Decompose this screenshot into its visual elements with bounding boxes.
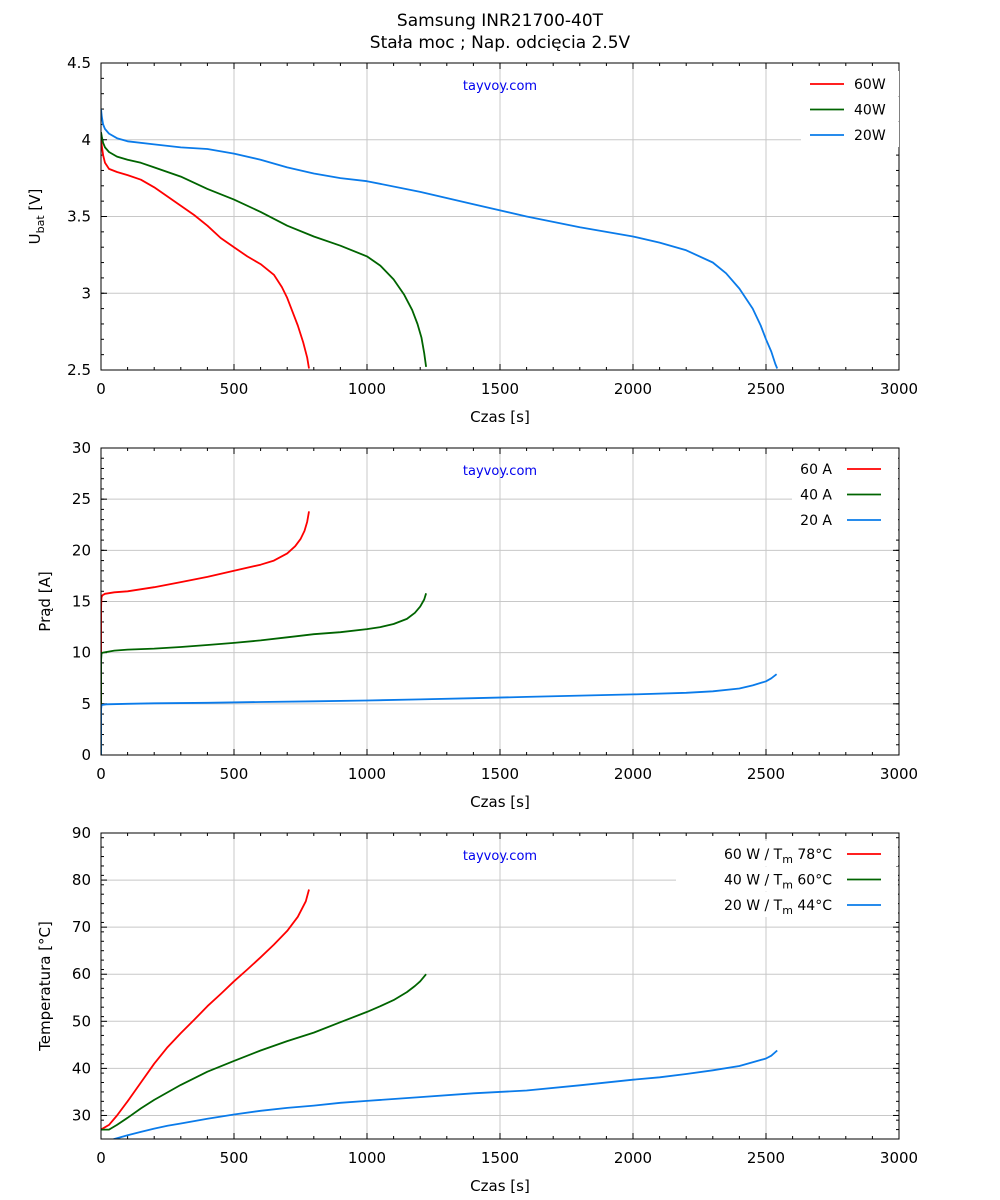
x-tick-label: 0	[96, 765, 106, 783]
chart-panel-3: 0 500 1000 1500 2000 2500 3000 30 40 50 60 70 80 90 ta…	[36, 824, 918, 1195]
legend-label: 20 A	[800, 513, 832, 529]
legend: 60W 40W 20W	[801, 71, 899, 147]
y-axis-label: Prąd [A]	[36, 571, 54, 631]
chart-title-line2: Stała moc ; Nap. odcięcia 2.5V	[370, 33, 631, 53]
x-tick-label: 1500	[481, 380, 519, 398]
series-line-1	[101, 139, 310, 369]
x-tick-label: 1000	[348, 380, 386, 398]
series-line-3	[101, 108, 779, 369]
y-tick-label: 0	[81, 746, 91, 764]
x-tick-label: 2000	[614, 380, 652, 398]
series-line-2	[101, 593, 427, 755]
x-tick-label: 2500	[747, 765, 785, 783]
y-tick-label: 2.5	[67, 361, 91, 379]
y-tick-label: 5	[81, 695, 91, 713]
legend: 60 W / Tm 78°C 40 W / Tm 60°C 20 W / Tm 44…	[676, 841, 898, 917]
plot-frame	[100, 832, 900, 1140]
legend-label: 60W	[854, 77, 886, 93]
x-tick-label: 500	[220, 380, 249, 398]
y-axis-label: Ubat [V]	[26, 189, 47, 245]
y-tick-label: 3.5	[67, 208, 91, 226]
y-axis-label: Temperatura [°C]	[36, 921, 54, 1052]
watermark-text: tayvoy.com	[463, 849, 537, 864]
y-tick-label: 50	[72, 1012, 91, 1030]
watermark-text: tayvoy.com	[463, 79, 537, 94]
y-tick-label: 4	[81, 131, 91, 149]
series-line-3	[101, 673, 778, 755]
y-tick-label: 25	[72, 490, 91, 508]
legend-label: 60 A	[800, 462, 832, 478]
x-tick-label: 2000	[614, 765, 652, 783]
y-tick-label: 15	[72, 593, 91, 611]
y-tick-label: 3	[81, 284, 91, 302]
y-tick-label: 70	[72, 918, 91, 936]
series-line-2	[101, 131, 427, 368]
y-tick-label: 20	[72, 541, 91, 559]
legend-label: 20 W / Tm 44°C	[724, 898, 832, 917]
x-tick-label: 1500	[481, 765, 519, 783]
x-tick-label: 500	[220, 765, 249, 783]
x-tick-label: 2500	[747, 380, 785, 398]
y-tick-label: 60	[72, 965, 91, 983]
x-tick-label: 1000	[348, 1149, 386, 1167]
x-axis-label: Czas [s]	[470, 1177, 530, 1195]
x-tick-label: 1500	[481, 1149, 519, 1167]
legend-label: 40 A	[800, 488, 832, 504]
x-tick-label: 3000	[880, 1149, 918, 1167]
y-tick-label: 10	[72, 644, 91, 662]
chart-title-line1: Samsung INR21700-40T	[397, 11, 604, 31]
legend-label: 20W	[854, 128, 886, 144]
x-tick-label: 0	[96, 380, 106, 398]
legend-label: 40 W / Tm 60°C	[724, 873, 832, 892]
x-tick-label: 3000	[880, 765, 918, 783]
legend: 60 A 40 A 20 A	[792, 456, 898, 532]
series-line-1	[101, 511, 310, 755]
chart-panel-1: 0 500 1000 1500 2000 2500 3000 2.5 3 3.5 4 4.5 tayvo…	[26, 54, 918, 426]
series-line-1	[101, 889, 310, 1131]
plot-frame	[100, 62, 900, 371]
series-line-2	[101, 973, 427, 1131]
x-tick-label: 2000	[614, 1149, 652, 1167]
y-tick-label: 30	[72, 439, 91, 457]
y-tick-label: 90	[72, 824, 91, 842]
y-tick-label: 80	[72, 871, 91, 889]
legend-label: 60 W / Tm 78°C	[724, 847, 832, 866]
legend-label: 40W	[854, 103, 886, 119]
x-tick-label: 500	[220, 1149, 249, 1167]
x-tick-label: 2500	[747, 1149, 785, 1167]
plot-frame	[100, 447, 900, 756]
x-tick-label: 0	[96, 1149, 106, 1167]
x-axis-label: Czas [s]	[470, 408, 530, 426]
chart-panel-2: 0 500 1000 1500 2000 2500 3000 0 5 10 15 20 25 30 tayv…	[36, 439, 918, 811]
series-line-3	[111, 1049, 778, 1139]
x-tick-label: 3000	[880, 380, 918, 398]
y-tick-label: 40	[72, 1059, 91, 1077]
watermark-text: tayvoy.com	[463, 464, 537, 479]
x-tick-label: 1000	[348, 765, 386, 783]
y-tick-label: 4.5	[67, 54, 91, 72]
x-axis-label: Czas [s]	[470, 793, 530, 811]
y-tick-label: 30	[72, 1106, 91, 1124]
